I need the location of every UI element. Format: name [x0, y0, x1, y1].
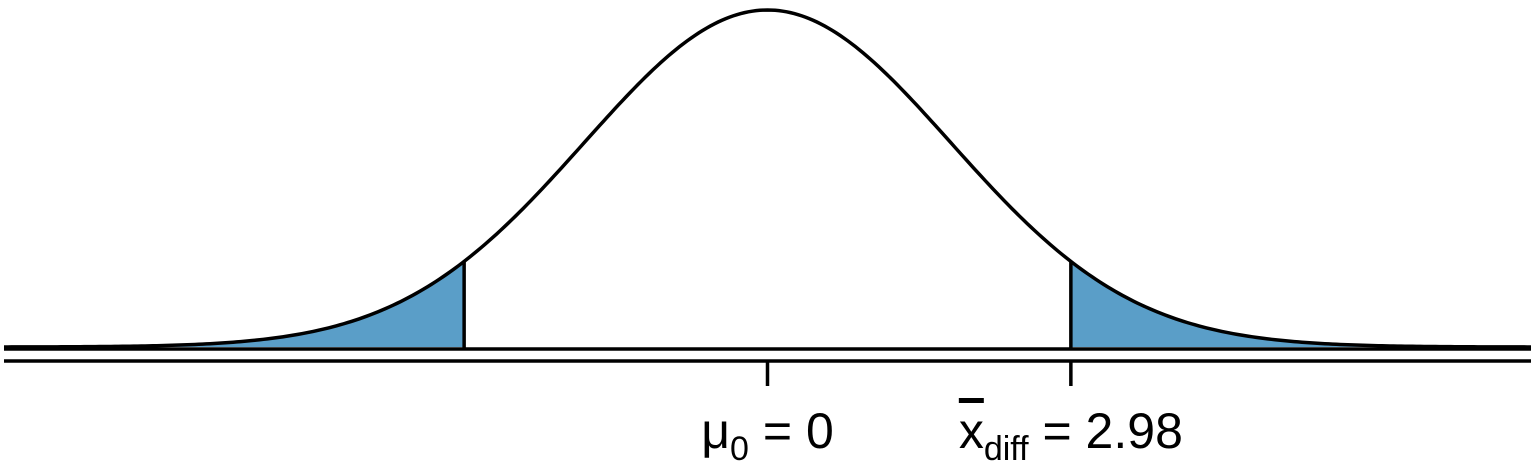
cutoff-lines [462, 261, 1073, 349]
shaded-tails [4, 261, 1531, 347]
shaded-tail-left [4, 261, 465, 347]
density-curve [4, 8, 1531, 349]
tick-label-1: xdiff = 2.98 [959, 403, 1183, 468]
shaded-tail-right [1070, 261, 1531, 347]
axis-ticks: μ0 = 0 xdiff = 2.98 [701, 362, 1183, 468]
tick-label-0: μ0 = 0 [701, 403, 834, 468]
